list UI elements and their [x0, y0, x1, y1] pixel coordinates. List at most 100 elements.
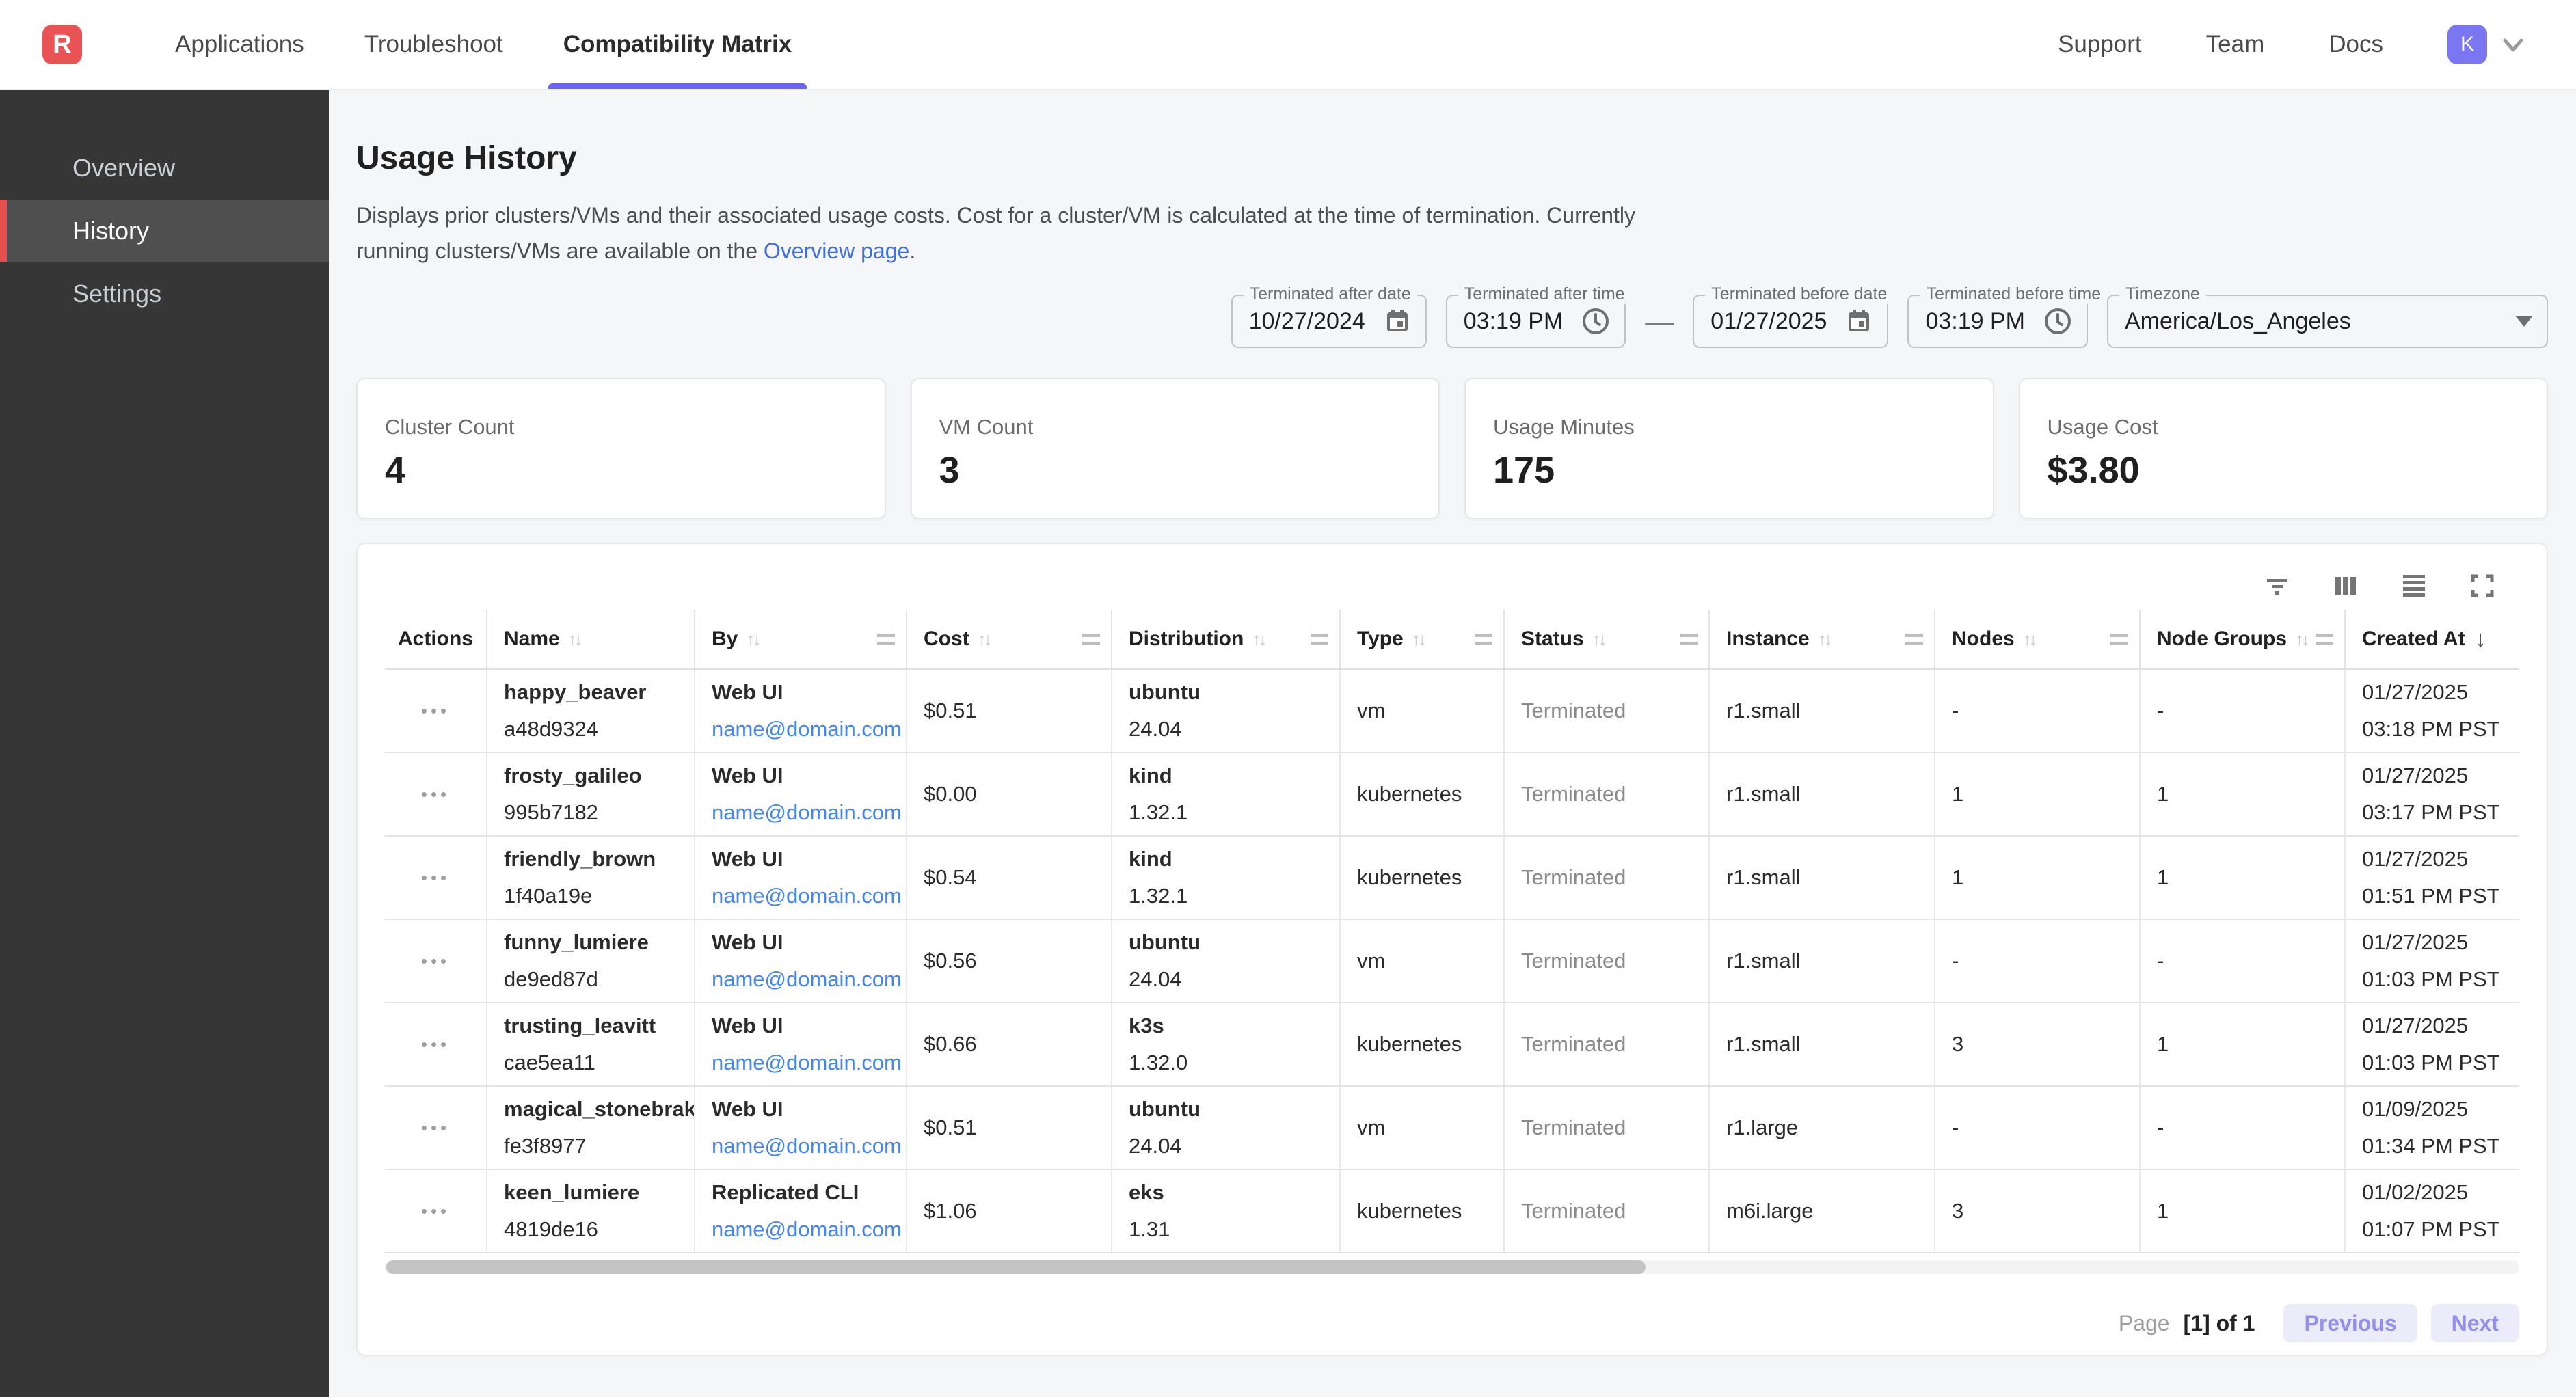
sidebar-item-settings[interactable]: Settings [72, 280, 162, 308]
table-row[interactable]: ••• happy_beaver a48d9324 Web UI name@doma… [385, 670, 2519, 753]
nav-link-support[interactable]: Support [2058, 31, 2142, 57]
clock-icon[interactable] [1581, 306, 1611, 336]
column-menu-icon[interactable] [1082, 633, 1100, 645]
table-row[interactable]: ••• funny_lumiere de9ed87d Web UI name@dom… [385, 920, 2519, 1003]
terminated-after-date-field[interactable]: Terminated after date 10/27/2024 [1231, 284, 1427, 348]
horizontal-scrollbar[interactable] [385, 1260, 2519, 1274]
avatar[interactable]: K [2447, 25, 2487, 64]
sort-desc-icon[interactable] [2465, 626, 2486, 653]
email-link[interactable]: name@domain.com [712, 1217, 902, 1241]
terminated-after-time-field[interactable]: Terminated after time 03:19 PM [1445, 284, 1631, 348]
stat-card-cluster-count: Cluster Count 4 [356, 378, 886, 519]
row-actions-button[interactable]: ••• [420, 1200, 451, 1221]
chevron-down-icon[interactable] [2498, 29, 2528, 59]
column-header-node-groups[interactable]: Node Groups [2141, 610, 2346, 668]
row-actions-button[interactable]: ••• [420, 1117, 451, 1138]
nav-link-team[interactable]: Team [2205, 31, 2265, 57]
next-button[interactable]: Next [2430, 1304, 2519, 1342]
row-actions-button[interactable]: ••• [420, 867, 451, 888]
column-menu-icon[interactable] [1680, 633, 1698, 645]
row-actions-button[interactable]: ••• [420, 950, 451, 971]
email-link[interactable]: name@domain.com [712, 1134, 902, 1158]
overview-page-link[interactable]: Overview page [763, 239, 910, 263]
sort-icon[interactable] [738, 627, 758, 651]
stat-card-usage-cost: Usage Cost $3.80 [2018, 378, 2548, 519]
column-menu-icon[interactable] [877, 633, 895, 645]
sidebar-item-overview[interactable]: Overview [72, 154, 176, 182]
replicated-logo[interactable]: R [42, 25, 82, 64]
sort-icon[interactable] [2287, 627, 2307, 651]
date-range-dash: — [1645, 305, 1674, 337]
stat-card-vm-count: VM Count 3 [910, 378, 1440, 519]
row-actions-button[interactable]: ••• [420, 783, 451, 804]
sort-icon[interactable] [1584, 627, 1605, 651]
fullscreen-icon[interactable] [2466, 569, 2499, 602]
column-header-distribution[interactable]: Distribution [1112, 610, 1341, 668]
usage-history-table-card: Actions Name By Cost Distribution Type S… [356, 543, 2548, 1356]
stat-card-usage-minutes: Usage Minutes 175 [1464, 378, 1994, 519]
sort-icon[interactable] [1404, 627, 1424, 651]
terminated-before-date-field[interactable]: Terminated before date 01/27/2025 [1693, 284, 1894, 348]
nav-right: Support Team Docs K [2058, 25, 2528, 64]
table-row[interactable]: ••• keen_lumiere 4819de16 Replicated CLI n… [385, 1170, 2519, 1253]
column-menu-icon[interactable] [2316, 633, 2333, 645]
column-header-actions[interactable]: Actions [385, 610, 487, 668]
email-link[interactable]: name@domain.com [712, 967, 902, 991]
scrollbar-thumb[interactable] [386, 1260, 1646, 1274]
main-content: Usage History Displays prior clusters/VM… [329, 90, 2576, 1397]
column-header-nodes[interactable]: Nodes [1935, 610, 2141, 668]
usage-history-table: Actions Name By Cost Distribution Type S… [385, 610, 2519, 1253]
nav-link-docs[interactable]: Docs [2329, 31, 2383, 57]
table-row[interactable]: ••• trusting_leavitt cae5ea11 Web UI name@… [385, 1003, 2519, 1087]
logo-letter: R [53, 29, 72, 59]
sort-icon[interactable] [560, 627, 580, 651]
table-row[interactable]: ••• frosty_galileo 995b7182 Web UI name@do… [385, 753, 2519, 837]
sort-icon[interactable] [969, 627, 990, 651]
table-row[interactable]: ••• friendly_brown 1f40a19e Web UI name@do… [385, 837, 2519, 920]
email-link[interactable]: name@domain.com [712, 884, 902, 908]
row-actions-button[interactable]: ••• [420, 1033, 451, 1055]
sort-icon[interactable] [1810, 627, 1830, 651]
columns-icon[interactable] [2329, 569, 2362, 602]
column-header-type[interactable]: Type [1341, 610, 1505, 668]
table-toolbar [385, 544, 2519, 610]
column-header-created-at[interactable]: Created At [2346, 610, 2519, 668]
timezone-select[interactable]: Timezone America/Los_Angeles [2107, 284, 2548, 348]
sidebar-item-history[interactable]: History [0, 200, 329, 262]
column-menu-icon[interactable] [1311, 633, 1328, 645]
column-header-cost[interactable]: Cost [907, 610, 1112, 668]
nav-tab-troubleshoot[interactable]: Troubleshoot [364, 31, 503, 57]
column-header-name[interactable]: Name [487, 610, 695, 668]
status-badge: Terminated [1505, 753, 1710, 835]
clock-icon[interactable] [2043, 306, 2073, 336]
sort-icon[interactable] [1244, 627, 1264, 651]
stat-cards: Cluster Count 4 VM Count 3 Usage Minutes… [356, 378, 2548, 519]
status-badge: Terminated [1505, 1170, 1710, 1252]
status-badge: Terminated [1505, 1003, 1710, 1085]
nav-tab-compatibility-matrix[interactable]: Compatibility Matrix [533, 0, 822, 89]
sort-icon[interactable] [2015, 627, 2035, 651]
column-menu-icon[interactable] [2110, 633, 2128, 645]
pagination: Page [1] of 1 Previous Next [385, 1304, 2519, 1342]
filter-icon[interactable] [2261, 569, 2294, 602]
status-badge: Terminated [1505, 670, 1710, 752]
column-header-instance[interactable]: Instance [1710, 610, 1935, 668]
nav-tab-applications[interactable]: Applications [175, 31, 304, 57]
density-icon[interactable] [2398, 569, 2430, 602]
row-actions-button[interactable]: ••• [420, 700, 451, 721]
table-row[interactable]: ••• magical_stonebraker fe3f8977 Web UI na… [385, 1087, 2519, 1170]
dropdown-caret-icon[interactable] [2515, 316, 2533, 327]
previous-button[interactable]: Previous [2283, 1304, 2417, 1342]
email-link[interactable]: name@domain.com [712, 1050, 902, 1074]
column-menu-icon[interactable] [1475, 633, 1492, 645]
calendar-icon[interactable] [1383, 307, 1412, 336]
calendar-icon[interactable] [1844, 307, 1873, 336]
column-menu-icon[interactable] [1905, 633, 1923, 645]
column-header-by[interactable]: By [695, 610, 907, 668]
page-description: Displays prior clusters/VMs and their as… [356, 203, 1635, 263]
email-link[interactable]: name@domain.com [712, 717, 902, 741]
page-value: [1] of 1 [2183, 1310, 2255, 1335]
column-header-status[interactable]: Status [1505, 610, 1710, 668]
terminated-before-time-field[interactable]: Terminated before time 03:19 PM [1907, 284, 2108, 348]
email-link[interactable]: name@domain.com [712, 800, 902, 824]
